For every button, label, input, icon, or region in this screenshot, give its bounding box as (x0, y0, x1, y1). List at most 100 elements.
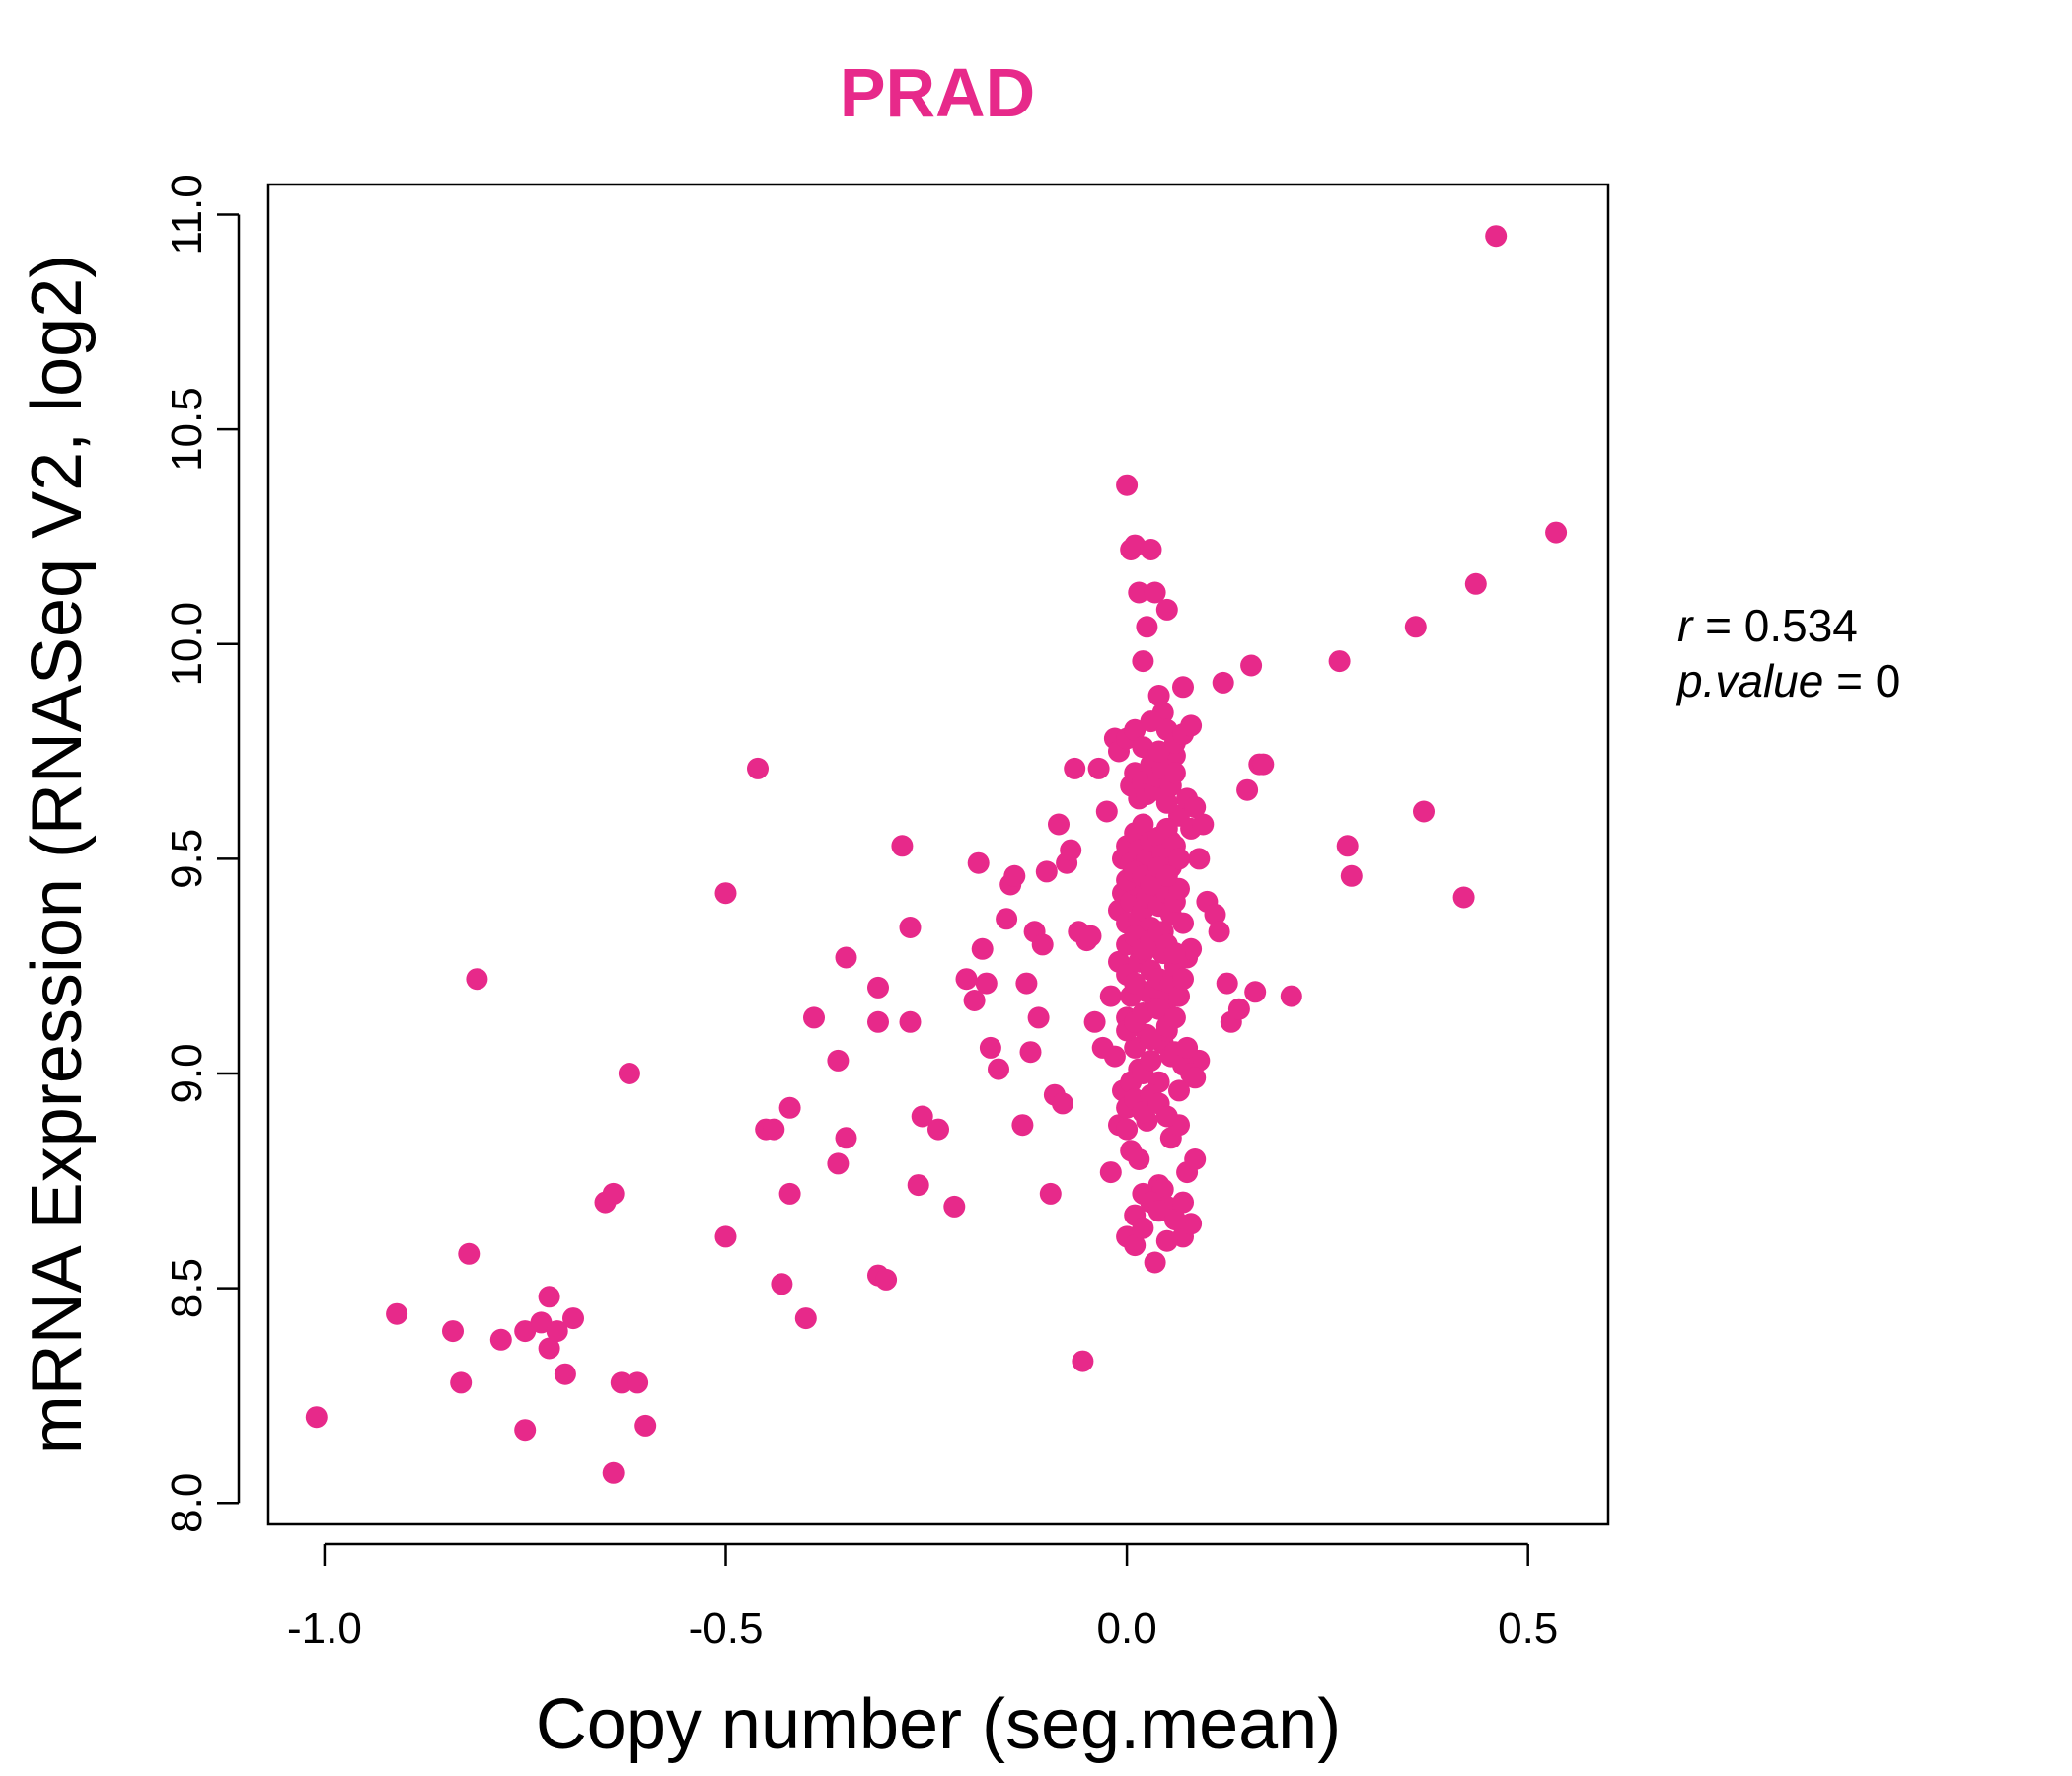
data-point (1212, 671, 1234, 694)
data-point (1163, 762, 1186, 784)
data-point (1147, 1200, 1170, 1222)
data-point (1188, 848, 1211, 870)
data-point (1172, 968, 1194, 991)
x-tick-label: 0.5 (1498, 1604, 1558, 1653)
data-point (1192, 813, 1215, 836)
data-point (1184, 796, 1207, 819)
data-point (1087, 757, 1110, 779)
data-point (1336, 835, 1359, 857)
data-point (1144, 581, 1166, 604)
data-point (562, 1307, 584, 1330)
data-point (1132, 1217, 1154, 1239)
data-point (1124, 1234, 1147, 1257)
data-point (1155, 817, 1178, 840)
data-point (489, 1328, 512, 1351)
data-point (778, 1096, 801, 1119)
data-point (466, 968, 488, 991)
data-point (907, 1174, 929, 1197)
data-point (1155, 791, 1178, 814)
r-statistic: r = 0.534 (1677, 600, 1858, 651)
data-point (1155, 864, 1178, 887)
data-point (875, 1268, 898, 1291)
x-tick-label: -1.0 (287, 1604, 362, 1653)
data-point (747, 757, 769, 779)
y-axis-title: mRNA Expression (RNASeq V2, log2) (18, 255, 97, 1454)
data-point (1485, 225, 1508, 248)
data-point (1140, 1049, 1162, 1072)
data-point (1216, 972, 1238, 995)
data-point (1180, 714, 1203, 737)
data-point (943, 1195, 966, 1218)
data-point (1103, 1045, 1126, 1068)
data-point (458, 1242, 481, 1265)
data-point (1147, 998, 1170, 1020)
data-point (1039, 1182, 1062, 1205)
data-point (794, 1307, 817, 1330)
x-axis-title: Copy number (seg.mean) (536, 1685, 1341, 1764)
data-point (1328, 650, 1351, 673)
data-point (1413, 800, 1435, 823)
data-point (1128, 581, 1150, 604)
data-point (835, 946, 857, 969)
data-point (1168, 985, 1190, 1007)
data-point (967, 851, 990, 874)
data-point (1015, 972, 1038, 995)
x-axis: -1.0 -0.5 0.0 0.5 (287, 1542, 1558, 1653)
data-point (1404, 616, 1427, 638)
data-point (1252, 753, 1275, 776)
data-point (1136, 616, 1158, 638)
points-layer (305, 225, 1568, 1484)
data-point (1340, 864, 1363, 887)
data-point (546, 1320, 568, 1343)
p-statistic: p.value = 0 (1675, 655, 1900, 706)
data-point (778, 1182, 801, 1205)
data-point (867, 1010, 889, 1033)
data-point (867, 976, 889, 999)
y-tick-label: 9.5 (163, 829, 211, 889)
data-point (1168, 848, 1190, 870)
data-point (627, 1371, 649, 1394)
data-point (714, 882, 737, 905)
data-point (1155, 598, 1178, 621)
data-point (1172, 676, 1194, 699)
x-tick-label: -0.5 (689, 1604, 764, 1653)
y-tick-label: 9.0 (163, 1043, 211, 1103)
data-point (927, 1118, 949, 1141)
y-axis: 8.0 8.5 9.0 9.5 10.0 10.5 11.0 (163, 174, 241, 1533)
data-point (1204, 903, 1226, 925)
data-point (975, 972, 998, 995)
data-point (1176, 1036, 1199, 1059)
data-point (1099, 1161, 1122, 1184)
y-tick-label: 8.5 (163, 1258, 211, 1318)
plot-frame (266, 183, 1610, 1526)
data-point (1052, 1092, 1073, 1115)
data-point (538, 1337, 560, 1360)
correlation-annotation: r = 0.534 p.value = 0 (1675, 600, 1900, 706)
data-point (803, 1006, 825, 1029)
data-point (1147, 685, 1170, 706)
data-point (1140, 539, 1162, 560)
data-point (1147, 740, 1170, 763)
data-point (1035, 860, 1058, 883)
p-label: p.value (1675, 655, 1823, 706)
data-point (1452, 886, 1475, 909)
data-point (911, 1105, 933, 1128)
data-point (1208, 921, 1230, 943)
data-point (1132, 1101, 1154, 1124)
data-point (1244, 981, 1267, 1003)
data-point (514, 1419, 537, 1442)
data-point (634, 1414, 657, 1437)
data-point (1236, 778, 1259, 801)
data-point (1099, 985, 1122, 1007)
data-point (1163, 1209, 1186, 1230)
data-point (1124, 718, 1147, 741)
data-point (971, 937, 994, 960)
data-point (1184, 1067, 1207, 1089)
data-point (610, 1371, 632, 1394)
data-point (827, 1152, 850, 1175)
data-point (955, 968, 978, 991)
data-point (835, 1127, 857, 1149)
data-point (530, 1311, 553, 1334)
data-point (1545, 521, 1568, 544)
data-point (1031, 933, 1054, 956)
